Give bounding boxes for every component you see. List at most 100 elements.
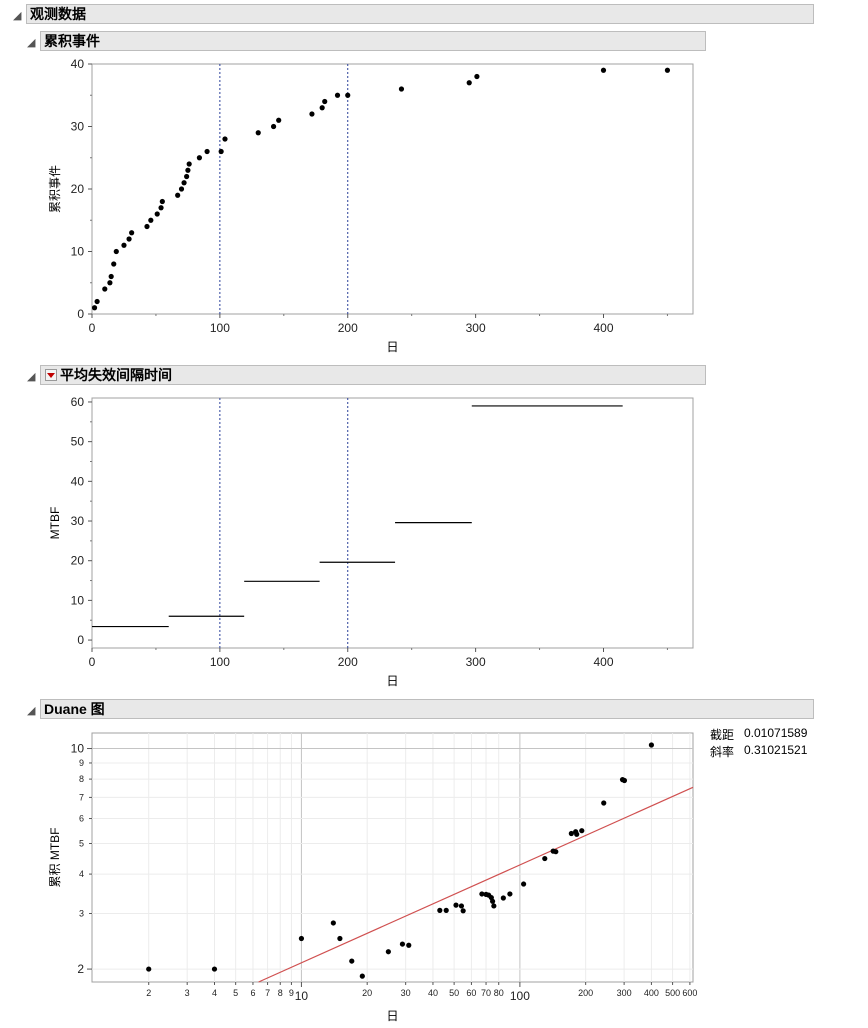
- cumulative-x-tick-label: 300: [466, 321, 486, 335]
- cumulative-data-point: [222, 136, 228, 142]
- mtbf-y-tick-label: 10: [71, 593, 85, 607]
- duane-data-point: [460, 908, 466, 914]
- duane-y-tick-label: 10: [71, 742, 85, 756]
- collapse-triangle-icon[interactable]: ◢: [27, 371, 36, 383]
- duane-data-point: [648, 742, 655, 748]
- mtbf-x-tick-label: 200: [338, 655, 358, 669]
- mtbf-x-tick-label: 0: [89, 655, 96, 669]
- duane-y-tick-label: 3: [79, 909, 84, 919]
- duane-x-tick-label: 6: [250, 988, 255, 998]
- duane-x-tick-label: 9: [289, 988, 294, 998]
- cumulative-section-title: 累积事件: [44, 33, 100, 49]
- cumulative-data-point: [121, 242, 127, 248]
- duane-x-tick-label: 2: [146, 988, 151, 998]
- cumulative-data-point: [102, 286, 108, 292]
- duane-data-point: [568, 830, 574, 837]
- duane-x-tick-label: 70: [481, 988, 491, 998]
- duane-x-tick-label: 30: [401, 988, 411, 998]
- duane-section-title: Duane 图: [44, 701, 105, 717]
- observed-section-header[interactable]: ◢ 观测数据: [13, 4, 814, 24]
- duane-x-tick-label: 600: [682, 988, 697, 998]
- cumulative-data-point: [126, 236, 132, 242]
- mtbf-y-tick-label: 0: [77, 633, 84, 647]
- duane-y-tick-label: 7: [79, 792, 84, 802]
- duane-data-point: [601, 800, 607, 806]
- slope-label: 斜率: [710, 745, 735, 759]
- red-triangle-menu-icon[interactable]: [45, 369, 57, 381]
- cumulative-data-point: [196, 155, 203, 161]
- duane-x-tick-label: 200: [578, 988, 593, 998]
- duane-y-tick-label: 5: [79, 839, 84, 849]
- cumulative-data-point: [178, 186, 185, 192]
- intercept-label: 截距: [710, 728, 735, 742]
- cumulative-data-point: [334, 92, 341, 98]
- mtbf-y-axis-label: MTBF: [48, 507, 62, 540]
- mtbf-x-axis-label: 日: [386, 674, 398, 688]
- duane-data-point: [211, 966, 218, 972]
- cumulative-data-point: [204, 148, 210, 155]
- collapse-triangle-icon[interactable]: ◢: [27, 37, 36, 49]
- cumulative-x-axis-label: 日: [386, 340, 398, 354]
- duane-data-point: [146, 966, 152, 972]
- duane-x-tick-label: 80: [494, 988, 504, 998]
- duane-data-point: [330, 920, 336, 926]
- duane-x-tick-label: 3: [185, 988, 190, 998]
- cumulative-data-point: [107, 280, 113, 286]
- duane-x-tick-label: 50: [449, 988, 459, 998]
- collapse-triangle-icon[interactable]: ◢: [27, 705, 36, 717]
- collapse-triangle-icon[interactable]: ◢: [13, 10, 22, 22]
- mtbf-y-tick-label: 40: [71, 474, 85, 488]
- cumulative-data-point: [255, 130, 261, 136]
- cumulative-data-point: [184, 173, 190, 180]
- duane-x-tick-label: 4: [212, 988, 217, 998]
- cumulative-data-point: [664, 67, 671, 73]
- cumulative-data-point: [159, 198, 165, 205]
- mtbf-y-tick-label: 30: [71, 514, 85, 528]
- cumulative-data-point: [113, 248, 119, 255]
- observed-section-title: 观测数据: [30, 6, 86, 22]
- cumulative-x-tick-label: 0: [89, 321, 96, 335]
- duane-x-tick-label: 500: [665, 988, 680, 998]
- duane-data-point: [453, 902, 459, 908]
- cumulative-data-point: [108, 273, 114, 280]
- slope-value: 0.31021521: [744, 743, 808, 757]
- cumulative-data-point: [181, 180, 187, 186]
- duane-data-point: [479, 891, 485, 897]
- duane-data-point: [385, 949, 391, 955]
- cumulative-data-point: [309, 111, 315, 117]
- duane-data-point: [553, 849, 559, 855]
- cumulative-data-point: [144, 223, 150, 230]
- cumulative-data-point: [94, 298, 100, 305]
- cumulative-data-point: [186, 161, 192, 167]
- duane-data-point: [458, 903, 465, 909]
- cumulative-data-point: [154, 211, 160, 217]
- duane-x-tick-label: 300: [617, 988, 632, 998]
- duane-data-point: [542, 855, 548, 862]
- duane-data-point: [491, 903, 497, 909]
- cumulative-section-header[interactable]: ◢ 累积事件: [27, 31, 706, 51]
- duane-y-tick-label: 2: [77, 962, 84, 976]
- cumulative-data-point: [345, 92, 351, 98]
- duane-y-tick-label: 4: [79, 869, 84, 879]
- cumulative-data-point: [474, 73, 480, 80]
- mtbf-section-header[interactable]: ◢ 平均失效间隔时间: [27, 365, 706, 385]
- duane-y-tick-label: 9: [79, 758, 84, 768]
- duane-x-tick-label: 7: [265, 988, 270, 998]
- duane-x-tick-label: 100: [510, 989, 530, 1003]
- duane-x-tick-label: 5: [233, 988, 238, 998]
- duane-data-point: [406, 942, 412, 948]
- cumulative-data-point: [129, 230, 135, 236]
- duane-data-point: [507, 891, 513, 897]
- duane-x-tick-label: 60: [466, 988, 476, 998]
- duane-data-point: [437, 907, 443, 913]
- cumulative-data-point: [276, 117, 282, 123]
- duane-x-tick-label: 10: [295, 989, 309, 1003]
- duane-data-point: [489, 898, 496, 904]
- cumulative-x-tick-label: 400: [593, 321, 613, 335]
- mtbf-x-tick-label: 100: [210, 655, 230, 669]
- duane-section-header[interactable]: ◢ Duane 图: [27, 699, 814, 719]
- cumulative-data-point: [218, 148, 224, 155]
- duane-x-tick-label: 8: [278, 988, 283, 998]
- duane-data-point: [579, 828, 585, 834]
- cumulative-y-tick-label: 10: [71, 245, 85, 259]
